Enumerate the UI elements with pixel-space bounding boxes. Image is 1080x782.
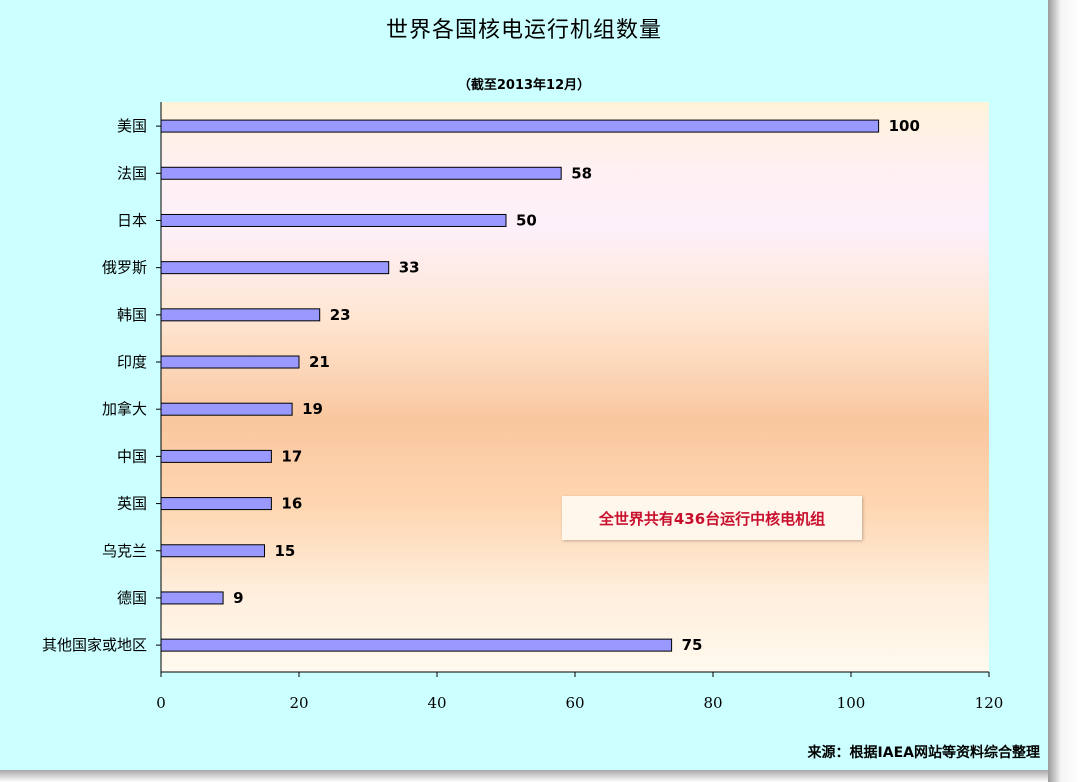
category-label: 印度 <box>117 353 147 371</box>
value-label: 17 <box>281 447 302 465</box>
category-label: 英国 <box>117 495 147 513</box>
total-annotation: 全世界共有436台运行中核电机组 <box>562 496 862 540</box>
frame-shadow <box>1048 0 1080 782</box>
x-tick-label: 100 <box>837 694 866 712</box>
value-label: 33 <box>399 259 420 277</box>
value-label: 9 <box>233 589 243 607</box>
x-tick-label: 80 <box>703 694 722 712</box>
category-label: 日本 <box>117 211 147 229</box>
value-label: 21 <box>309 353 330 371</box>
value-label: 100 <box>889 117 920 135</box>
x-tick-label: 20 <box>289 694 308 712</box>
bar <box>160 119 880 133</box>
category-label: 加拿大 <box>102 400 147 418</box>
category-label: 美国 <box>117 117 147 135</box>
x-tick-label: 120 <box>975 694 1004 712</box>
bar <box>160 166 562 180</box>
value-label: 58 <box>571 164 592 182</box>
value-label: 23 <box>330 306 351 324</box>
bar <box>160 355 300 369</box>
value-label: 75 <box>682 636 703 654</box>
category-label: 法国 <box>117 164 147 182</box>
value-label: 15 <box>275 542 296 560</box>
x-tick-label: 40 <box>427 694 446 712</box>
value-label: 19 <box>302 400 323 418</box>
x-tick-label: 60 <box>565 694 584 712</box>
category-label: 乌克兰 <box>102 542 147 560</box>
chart-subtitle: （截至2013年12月） <box>457 78 591 93</box>
frame-bottom-shadow <box>0 770 1048 782</box>
value-label: 50 <box>516 211 537 229</box>
chart-title: 世界各国核电运行机组数量 <box>385 18 662 43</box>
bar <box>160 308 321 322</box>
plot-area <box>161 102 989 672</box>
x-tick-label: 0 <box>156 694 166 712</box>
bar <box>160 402 293 416</box>
bar <box>160 449 272 463</box>
bar <box>160 497 272 511</box>
category-label: 德国 <box>117 589 147 607</box>
bar <box>160 544 265 558</box>
category-label: 俄罗斯 <box>102 259 147 277</box>
bar <box>160 591 224 605</box>
bar <box>160 638 673 652</box>
source-note: 来源：根据IAEA网站等资料综合整理 <box>807 745 1040 761</box>
category-label: 中国 <box>117 447 147 465</box>
bar <box>160 261 390 275</box>
category-label: 其他国家或地区 <box>42 636 147 654</box>
bar <box>160 213 507 227</box>
category-label: 韩国 <box>117 306 147 324</box>
value-label: 16 <box>281 495 302 513</box>
bar-chart: 0 20 40 60 80 100 120 美国 100 法国 58 日本 50 俄罗斯 33 韩国 23 印度 2… <box>42 102 1004 712</box>
